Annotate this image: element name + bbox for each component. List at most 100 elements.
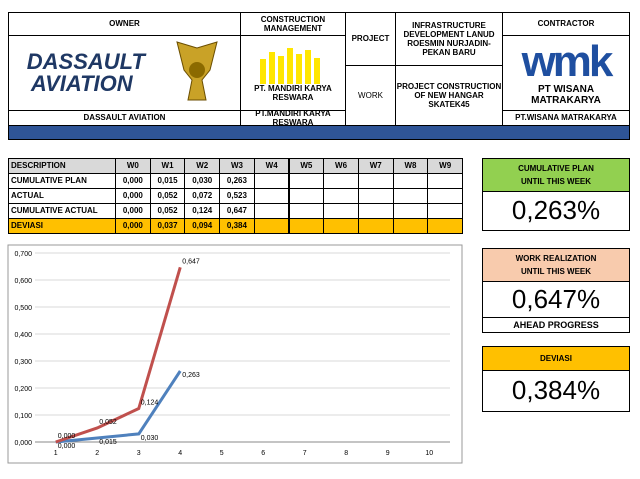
card-title-line: UNTIL THIS WEEK: [520, 267, 592, 276]
data-label: 0,000: [58, 433, 76, 440]
table-cell: 0,052: [149, 203, 186, 219]
table-cell: [392, 203, 429, 219]
data-label: 0,030: [141, 435, 159, 442]
table-cell: [427, 203, 463, 219]
owner-label: OWNER: [8, 12, 241, 36]
card-note: AHEAD PROGRESS: [482, 317, 630, 333]
table-cell: [427, 188, 463, 204]
cm-logo-caption: PT. MANDIRI KARYA RESWARA: [254, 83, 332, 102]
x-tick-label: 1: [54, 450, 58, 457]
table-cell: 0,000: [115, 173, 151, 189]
y-tick-label: 0,100: [14, 413, 32, 420]
contractor-logo-cell: wmk PT WISANA MATRAKARYA: [502, 35, 630, 111]
table-header: W1: [149, 158, 186, 174]
table-cell: CUMULATIVE PLAN: [8, 173, 116, 189]
table-cell: [392, 188, 429, 204]
emblem: [176, 41, 218, 101]
card-value: 0,263%: [482, 191, 630, 231]
table-header: W4: [253, 158, 290, 174]
table-cell: [357, 218, 394, 234]
x-tick-label: 3: [137, 450, 141, 457]
table-cell: [323, 203, 359, 219]
x-tick-label: 6: [261, 450, 265, 457]
table-header: W0: [115, 158, 151, 174]
x-tick-label: 2: [95, 450, 99, 457]
table-header: W5: [288, 158, 325, 174]
table-cell: DEVIASI: [8, 218, 116, 234]
data-label: 0,015: [99, 439, 117, 446]
data-label: 0,647: [182, 258, 200, 265]
x-tick-label: 4: [178, 450, 182, 457]
table-cell: 0,015: [149, 173, 186, 189]
cm-logo: [260, 47, 320, 84]
table-cell: [427, 218, 463, 234]
table-header: DESCRIPTION: [8, 158, 116, 174]
data-label: 0,124: [141, 400, 159, 407]
table-cell: [392, 218, 429, 234]
table-cell: 0,000: [115, 188, 151, 204]
y-tick-label: 0,400: [14, 332, 32, 339]
y-tick-label: 0,200: [14, 386, 32, 393]
x-tick-label: 9: [386, 450, 390, 457]
table-cell: [288, 173, 325, 189]
table-cell: 0,263: [219, 173, 255, 189]
y-tick-label: 0,700: [14, 251, 32, 258]
table-cell: [288, 188, 325, 204]
contractor-logo: wmk: [521, 36, 614, 86]
table-cell: [253, 218, 290, 234]
card-value: 0,647%: [482, 281, 630, 318]
contractor-label: CONTRACTOR: [502, 12, 630, 36]
card-title-line: WORK REALIZATION: [515, 253, 597, 263]
table-cell: 0,523: [219, 188, 255, 204]
project-value: INFRASTRUCTURE DEVELOPMENT LANUD ROESMIN…: [395, 12, 503, 66]
x-tick-label: 8: [344, 450, 348, 457]
contractor-logo-caption: PT WISANA MATRAKARYA: [531, 83, 601, 107]
card-title-line: CUMULATIVE PLAN: [518, 163, 594, 173]
table-cell: [392, 173, 429, 189]
table-header: W8: [392, 158, 429, 174]
header-bar: [8, 125, 630, 140]
table-header: W7: [357, 158, 394, 174]
table-cell: CUMULATIVE ACTUAL: [8, 203, 116, 219]
data-label: 0,052: [99, 419, 117, 426]
card-title-line: UNTIL THIS WEEK: [520, 177, 592, 186]
cm-name: PT.MANDIRI KARYA RESWARA: [240, 110, 346, 126]
table-cell: ACTUAL: [8, 188, 116, 204]
owner-logo: DASSAULT AVIATION: [26, 49, 145, 96]
table-cell: [357, 203, 394, 219]
owner-logo-cell: DASSAULT AVIATION: [8, 35, 241, 111]
card-title: DEVIASI: [482, 346, 630, 371]
table-cell: [253, 188, 290, 204]
card-title: CUMULATIVE PLAN UNTIL THIS WEEK: [482, 158, 630, 192]
table-cell: [323, 173, 359, 189]
table-cell: [253, 203, 290, 219]
table-cell: [323, 218, 359, 234]
table-header: W3: [219, 158, 255, 174]
table-cell: 0,030: [184, 173, 221, 189]
series-line: [55, 370, 182, 444]
table-cell: [357, 188, 394, 204]
card-title-line: DEVIASI: [539, 353, 572, 363]
table-cell: 0,037: [149, 218, 186, 234]
series-line: [55, 266, 182, 444]
table-cell: [323, 188, 359, 204]
owner-name: DASSAULT AVIATION: [8, 110, 241, 126]
table-cell: 0,052: [149, 188, 186, 204]
table-cell: [427, 173, 463, 189]
cm-logo-cell: PT. MANDIRI KARYA RESWARA: [240, 35, 346, 111]
table-cell: [288, 218, 325, 234]
data-label: 0,263: [182, 372, 200, 379]
table-cell: [288, 203, 325, 219]
table-cell: 0,094: [184, 218, 221, 234]
x-tick-label: 5: [220, 450, 224, 457]
table-cell: 0,647: [219, 203, 255, 219]
chart-frame: [7, 244, 463, 464]
cm-label: CONSTRUCTION MANAGEMENT: [240, 12, 346, 36]
x-tick-label: 10: [425, 450, 433, 457]
x-tick-label: 7: [303, 450, 307, 457]
card-value: 0,384%: [482, 370, 630, 412]
table-cell: 0,000: [115, 218, 151, 234]
table-header: W6: [323, 158, 359, 174]
project-label: PROJECT: [345, 12, 396, 66]
